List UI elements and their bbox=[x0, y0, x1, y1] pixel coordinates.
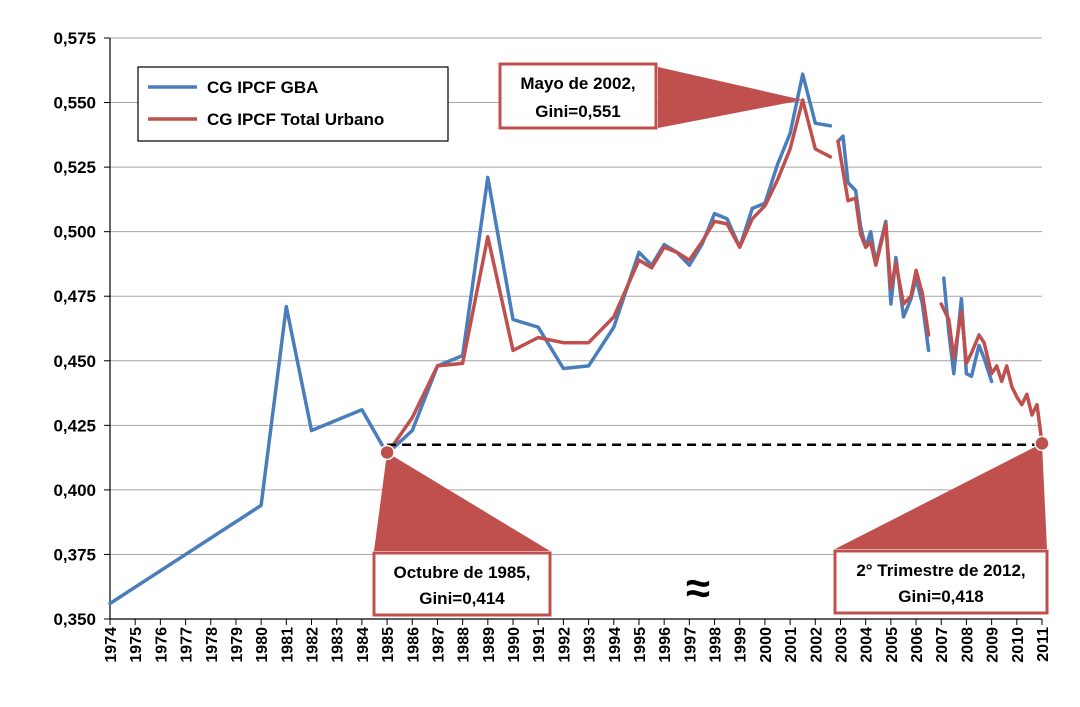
x-tick-label: 1999 bbox=[733, 627, 750, 663]
annotation-mayo-2002-line1: Mayo de 2002, bbox=[520, 74, 635, 93]
x-tick-label: 2008 bbox=[959, 627, 976, 663]
y-tick-label: 0,475 bbox=[53, 287, 96, 306]
x-axis-tick-labels: 1974 1975 1976 1977 1978 1979 1980 1981 1982 1983… bbox=[103, 627, 1052, 663]
x-tick-label: 1992 bbox=[556, 627, 573, 663]
x-tick-label: 2007 bbox=[934, 627, 951, 663]
x-tick-label: 1977 bbox=[179, 627, 196, 663]
series-line-segment bbox=[836, 139, 931, 337]
point-marker bbox=[1034, 435, 1050, 452]
x-tick-label: 1976 bbox=[153, 627, 170, 663]
x-tick-label: 1994 bbox=[607, 627, 624, 663]
annotation-box-trimestre-2012 bbox=[833, 549, 1049, 615]
x-tick-label: 1983 bbox=[330, 627, 347, 663]
series-total-urbano bbox=[385, 98, 1044, 456]
x-tick-label: 1997 bbox=[682, 627, 699, 663]
point-marker bbox=[379, 444, 395, 461]
annotations bbox=[374, 67, 1047, 551]
x-tick-label: 1981 bbox=[279, 627, 296, 663]
x-tick-label: 1980 bbox=[254, 627, 271, 663]
axis-break-symbol: ≈ bbox=[686, 564, 710, 613]
x-tick-label: 2003 bbox=[833, 627, 850, 663]
annotation-trimestre-2012-line1: 2° Trimestre de 2012, bbox=[856, 561, 1025, 580]
y-tick-label: 0,450 bbox=[53, 352, 96, 371]
y-tick-label: 0,375 bbox=[53, 545, 96, 564]
annotation-octubre-1985-line2: Gini=0,414 bbox=[419, 589, 505, 608]
x-tick-label: 2000 bbox=[758, 627, 775, 663]
point-markers bbox=[379, 435, 1050, 461]
x-tick-label: 1984 bbox=[355, 627, 372, 663]
annotation-box-octubre-1985 bbox=[372, 551, 552, 617]
x-tick-label: 1979 bbox=[229, 627, 246, 663]
x-tick-label: 1989 bbox=[481, 627, 498, 663]
series-line-segment bbox=[836, 134, 931, 353]
x-tick-label: 2005 bbox=[884, 627, 901, 663]
annotation-box-mayo-2002 bbox=[498, 62, 658, 130]
y-tick-label: 0,575 bbox=[53, 29, 96, 48]
y-tick-label: 0,425 bbox=[53, 416, 96, 435]
legend-label-gba: CG IPCF GBA bbox=[207, 78, 318, 97]
x-tick-label: 2002 bbox=[808, 627, 825, 663]
x-tick-label: 1995 bbox=[632, 627, 649, 663]
x-tick-label: 1986 bbox=[405, 627, 422, 663]
annotation-octubre-1985-line1: Octubre de 1985, bbox=[393, 563, 530, 582]
x-tick-label: 1985 bbox=[380, 627, 397, 663]
y-axis-tick-labels: 0,350 0,375 0,400 0,425 0,450 0,475 0,500 0,525… bbox=[53, 29, 96, 629]
x-tick-label: 1990 bbox=[506, 627, 523, 663]
x-tick-label: 1982 bbox=[305, 627, 322, 663]
x-tick-label: 2006 bbox=[909, 627, 926, 663]
x-tick-label: 1988 bbox=[456, 627, 473, 663]
x-tick-label: 1993 bbox=[582, 627, 599, 663]
x-tick-label: 1991 bbox=[531, 627, 548, 663]
y-tick-label: 0,350 bbox=[53, 610, 96, 629]
annotation-boxes: Mayo de 2002, Gini=0,551 Octubre de 1985… bbox=[372, 62, 1049, 617]
x-tick-label: 2004 bbox=[859, 627, 876, 663]
y-tick-label: 0,500 bbox=[53, 223, 96, 242]
x-tick-label: 2010 bbox=[1010, 627, 1027, 663]
x-tick-label: 2009 bbox=[985, 627, 1002, 663]
x-tick-label: 1975 bbox=[128, 627, 145, 663]
series-line-segment bbox=[385, 98, 833, 456]
legend: CG IPCF GBA CG IPCF Total Urbano bbox=[137, 66, 449, 142]
x-tick-label: 1978 bbox=[204, 627, 221, 663]
x-tick-label: 1974 bbox=[103, 627, 120, 663]
y-tick-label: 0,525 bbox=[53, 158, 96, 177]
axes bbox=[104, 37, 1043, 625]
annotation-pointer-octubre-1985 bbox=[374, 452, 550, 551]
gridlines bbox=[110, 37, 1042, 555]
series-line-segment bbox=[942, 276, 994, 384]
x-tick-label: 2011 bbox=[1035, 627, 1052, 662]
legend-box bbox=[137, 66, 449, 142]
x-tick-label: 1987 bbox=[430, 627, 447, 663]
series-line-segment bbox=[939, 302, 1044, 446]
x-tick-label: 1996 bbox=[657, 627, 674, 663]
annotation-mayo-2002-line2: Gini=0,551 bbox=[535, 102, 621, 121]
annotation-trimestre-2012-line2: Gini=0,418 bbox=[898, 587, 984, 606]
y-tick-label: 0,400 bbox=[53, 481, 96, 500]
x-tick-label: 1998 bbox=[708, 627, 725, 663]
x-tick-label: 2001 bbox=[783, 627, 800, 663]
y-tick-label: 0,550 bbox=[53, 94, 96, 113]
legend-label-total-urbano: CG IPCF Total Urbano bbox=[207, 110, 384, 129]
annotation-pointer-trimestre-2012 bbox=[835, 443, 1047, 549]
annotation-pointer-mayo-2002 bbox=[658, 67, 803, 128]
